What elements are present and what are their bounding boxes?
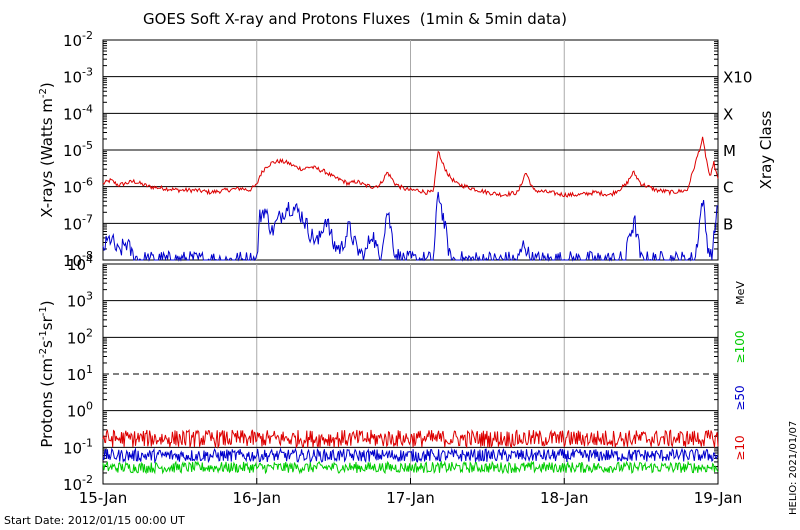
y-tick-label: 10-6 (63, 176, 93, 197)
x-tick-label: 15-Jan (79, 489, 127, 507)
proton-energy-unit: MeV (734, 281, 747, 305)
y-tick-label: 10-1 (63, 436, 93, 457)
x-tick-label: 18-Jan (540, 489, 588, 507)
y-tick-label: 102 (67, 326, 93, 347)
y-tick-label: 10-5 (63, 139, 93, 160)
xray-y-axis-title: X-rays (Watts m-2) (38, 82, 56, 217)
x-tick-label: 19-Jan (694, 489, 742, 507)
xray-long-series (102, 136, 719, 198)
xray-y-tick-labels: 10-8 10-7 10-6 10-5 10-4 10-3 10-2 (63, 29, 93, 270)
y-tick-label: 10-3 (63, 66, 93, 87)
proton-series-≥100 (102, 460, 719, 475)
y-tick-label: 104 (67, 253, 93, 274)
xray-class-label: B (723, 215, 733, 233)
xray-grid-lines (103, 41, 718, 250)
legend-ge10: ≥10 (733, 435, 747, 460)
y-tick-label: 103 (67, 290, 93, 311)
y-tick-label: 10-4 (63, 102, 93, 123)
xray-class-label: C (723, 179, 733, 197)
xray-class-label: X10 (723, 69, 752, 87)
chart-title: GOES Soft X-ray and Protons Fluxes (1min… (143, 10, 567, 28)
xray-class-axis-title: Xray Class (757, 110, 775, 189)
xray-class-label: X (723, 105, 733, 123)
legend-ge100: ≥100 (733, 331, 747, 364)
y-tick-label: 10-2 (63, 473, 93, 494)
y-tick-label: 10-8 (63, 249, 93, 270)
xray-short-series (102, 191, 719, 262)
day-grid-lines (256, 40, 565, 484)
credit-label: HELIO: 2021/01/07 (788, 421, 799, 515)
y-tick-label: 10-2 (63, 29, 93, 50)
proton-series (102, 428, 719, 475)
proton-y-tick-labels: 10-2 10-1 100 101 102 103 104 (63, 253, 93, 494)
start-date-label: Start Date: 2012/01/15 00:00 UT (4, 514, 185, 527)
x-tick-label: 17-Jan (386, 489, 434, 507)
proton-series-≥10 (102, 428, 719, 449)
proton-series-≥50 (102, 447, 719, 464)
proton-y-axis-title: Protons (cm-2s-1sr-1) (38, 300, 56, 447)
y-tick-label: 100 (67, 400, 93, 421)
xray-class-labels: X10 X M CB (723, 69, 752, 234)
y-tick-label: 101 (67, 363, 93, 384)
x-tick-labels: 15-Jan 16-Jan 17-Jan 18-Jan 19-Jan (79, 478, 742, 507)
xray-series (102, 136, 719, 262)
x-tick-label: 16-Jan (233, 489, 281, 507)
legend-ge50: ≥50 (733, 385, 747, 410)
xray-class-label: M (723, 142, 736, 160)
y-tick-label: 10-7 (63, 212, 93, 233)
proton-grid-lines (103, 265, 718, 474)
